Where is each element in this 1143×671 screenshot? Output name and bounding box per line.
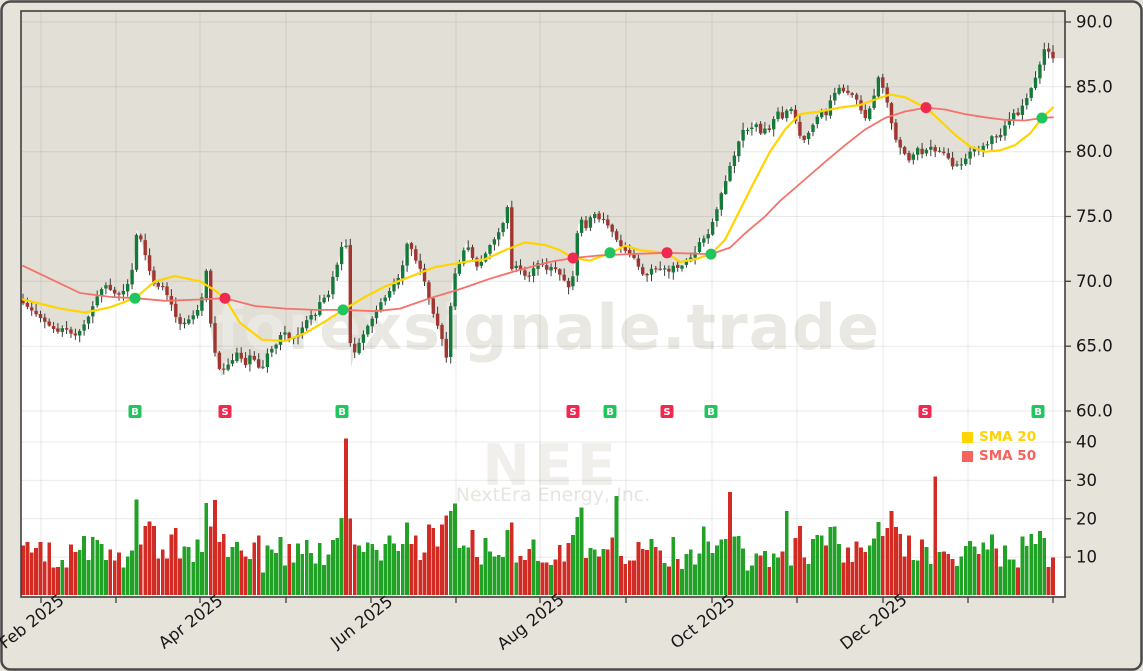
sma20-swatch bbox=[962, 431, 973, 443]
date-tick-label: Oct 2025 bbox=[667, 591, 738, 653]
svg-text:B: B bbox=[606, 407, 614, 418]
gridlines bbox=[21, 11, 1065, 597]
sell-crossover-dot bbox=[219, 292, 231, 304]
price-tick-label: 65.0 bbox=[1076, 337, 1113, 356]
watermark-site: forexsignale.trade bbox=[216, 291, 880, 364]
volume-tick-label: 20 bbox=[1076, 509, 1097, 528]
sma20-label: SMA 20 bbox=[979, 429, 1037, 445]
date-tick-label: Aug 2025 bbox=[493, 590, 567, 654]
sma50-label: SMA 50 bbox=[979, 448, 1037, 464]
date-tick-label: Feb 2025 bbox=[0, 591, 68, 653]
sma50-swatch bbox=[962, 450, 973, 462]
date-tick-label: Apr 2025 bbox=[155, 591, 226, 653]
sell-crossover-dot bbox=[567, 252, 579, 264]
sell-signal-badge bbox=[918, 405, 932, 418]
buy-crossover-dot bbox=[705, 248, 717, 260]
watermark-company: NextEra Energy, Inc. bbox=[456, 484, 651, 506]
price-tick-label: 60.0 bbox=[1076, 402, 1113, 421]
buy-crossover-dot bbox=[129, 292, 141, 304]
price-tick-label: 75.0 bbox=[1076, 207, 1113, 226]
legend-item-sma50: SMA 50 bbox=[962, 448, 1036, 464]
svg-text:B: B bbox=[338, 407, 346, 418]
buy-signal-badge bbox=[128, 405, 142, 418]
legend-item-sma20: SMA 20 bbox=[962, 429, 1036, 445]
volume-tick-label: 30 bbox=[1076, 471, 1097, 490]
price-tick-label: 70.0 bbox=[1076, 272, 1113, 291]
buy-crossover-dot bbox=[604, 247, 616, 259]
buy-signal-badge bbox=[704, 405, 718, 418]
price-tick-label: 85.0 bbox=[1076, 77, 1113, 96]
sell-crossover-dot bbox=[920, 102, 932, 114]
date-tick-label: Jun 2025 bbox=[326, 592, 396, 653]
price-tick-label: 80.0 bbox=[1076, 142, 1113, 161]
svg-text:S: S bbox=[569, 407, 576, 418]
svg-text:B: B bbox=[707, 407, 715, 418]
price-tick-label: 90.0 bbox=[1076, 13, 1113, 32]
svg-text:S: S bbox=[921, 407, 928, 418]
sell-signal-badge bbox=[660, 405, 674, 418]
legend: SMA 20 SMA 50 bbox=[962, 429, 1036, 464]
svg-text:B: B bbox=[131, 407, 139, 418]
watermark-symbol: NEE bbox=[482, 433, 620, 499]
sell-crossover-dot bbox=[661, 247, 673, 259]
buy-signal-badge bbox=[603, 405, 617, 418]
svg-text:B: B bbox=[1034, 407, 1042, 418]
buy-crossover-dot bbox=[1036, 112, 1048, 124]
volume-tick-label: 40 bbox=[1076, 433, 1097, 452]
buy-crossover-dot bbox=[337, 304, 349, 316]
buy-signal-badge bbox=[1031, 405, 1045, 418]
volume-tick-label: 10 bbox=[1076, 548, 1097, 567]
buy-signal-badge bbox=[335, 405, 349, 418]
volume-bars bbox=[21, 438, 1055, 595]
svg-text:S: S bbox=[221, 407, 228, 418]
svg-text:S: S bbox=[663, 407, 670, 418]
sell-signal-badge bbox=[218, 405, 232, 418]
sell-signal-badge bbox=[566, 405, 580, 418]
date-tick-label: Dec 2025 bbox=[837, 590, 911, 654]
